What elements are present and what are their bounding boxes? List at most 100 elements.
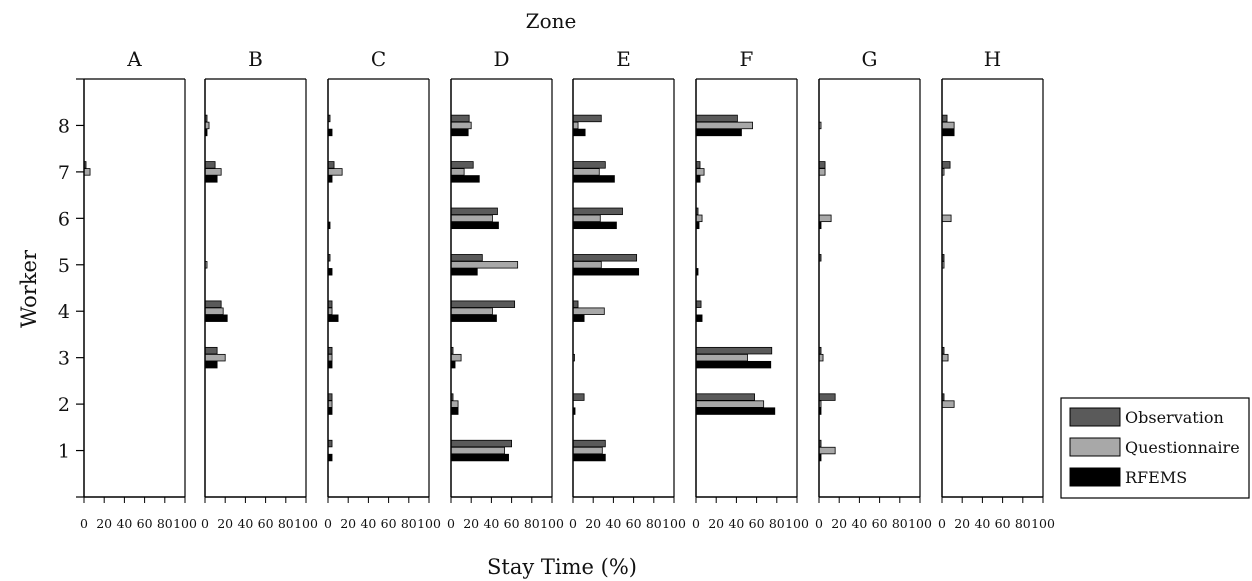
x-tick-label: 80 [892, 516, 908, 531]
x-tick-label: 20 [954, 516, 970, 531]
bar-rfems [695, 128, 742, 137]
zone-label: F [740, 47, 754, 71]
x-tick-label: 40 [728, 516, 744, 531]
bar-observation [818, 161, 826, 169]
x-tick-label: 60 [749, 516, 765, 531]
bar-questionnaire [818, 214, 832, 223]
bar-questionnaire [695, 400, 765, 408]
bar-questionnaire [204, 168, 222, 176]
x-tick-label: 20 [96, 516, 112, 531]
x-tick-label: 100 [785, 516, 809, 531]
bar-rfems [327, 314, 339, 322]
y-tick-label: 3 [58, 348, 70, 370]
x-tick-label: 60 [872, 516, 888, 531]
bar-rfems [450, 128, 469, 137]
panel-f: F 0 20 40 60 80 100 [692, 47, 809, 531]
bar-questionnaire [450, 168, 465, 176]
legend: Observation Questionnaire RFEMS [1060, 397, 1250, 499]
bar-rfems [204, 360, 218, 369]
bar-questionnaire [572, 446, 603, 455]
legend-label: Observation [1125, 408, 1224, 427]
x-tick-label: 20 [708, 516, 724, 531]
x-tick-label: 100 [417, 516, 441, 531]
legend-label: RFEMS [1125, 468, 1187, 487]
y-tick-label: 8 [58, 115, 70, 137]
y-tick-label: 4 [58, 301, 70, 323]
bar-rfems [695, 407, 776, 415]
x-tick-label: 20 [340, 516, 356, 531]
panel-b: B 0 20 40 60 80 100 [201, 47, 318, 531]
x-tick-label: 60 [258, 516, 274, 531]
x-tick-label: 60 [381, 516, 397, 531]
x-tick-label: 80 [401, 516, 417, 531]
x-tick-label: 60 [504, 516, 520, 531]
bar-rfems [572, 128, 586, 137]
bar-rfems [695, 314, 703, 322]
bar-rfems [204, 314, 228, 322]
legend-swatch [1069, 437, 1121, 457]
bar-questionnaire [695, 353, 748, 362]
bar-rfems [572, 453, 606, 462]
x-tick-label: 100 [540, 516, 564, 531]
bar-questionnaire [695, 121, 753, 130]
bar-observation [572, 207, 623, 216]
legend-label: Questionnaire [1125, 438, 1240, 457]
bar-observation [572, 393, 585, 401]
bar-rfems [572, 314, 585, 322]
bar-questionnaire [818, 446, 836, 455]
x-tick-label: 40 [605, 516, 621, 531]
bar-rfems [572, 268, 640, 276]
y-tick-label: 5 [58, 255, 70, 277]
bar-observation [941, 114, 948, 123]
bar-observation [572, 300, 579, 308]
bar-questionnaire [941, 400, 955, 408]
x-tick-label: 20 [217, 516, 233, 531]
bar-observation [204, 161, 216, 169]
zone-label: A [126, 47, 142, 71]
bar-observation [572, 114, 602, 123]
bar-questionnaire [204, 307, 224, 315]
x-tick-label: 100 [173, 516, 197, 531]
bar-questionnaire [572, 307, 605, 315]
y-tick-label: 2 [58, 394, 70, 416]
bar-rfems [450, 314, 497, 322]
bar-questionnaire [450, 400, 459, 408]
x-tick-label: 100 [662, 516, 686, 531]
bar-questionnaire [695, 168, 705, 176]
bar-questionnaire [450, 353, 462, 362]
x-tick-label: 40 [237, 516, 253, 531]
chart-title: Zone [526, 9, 577, 33]
x-tick-label: 40 [851, 516, 867, 531]
bar-questionnaire [450, 261, 519, 269]
panel-a: A 0 20 40 60 80 100 [80, 47, 197, 531]
panel-e: E 0 20 40 60 80 100 [569, 47, 686, 531]
x-tick-label: 60 [995, 516, 1011, 531]
bar-questionnaire [450, 307, 493, 315]
bar-rfems [450, 175, 480, 183]
bar-observation [695, 114, 738, 123]
bar-rfems [450, 453, 509, 462]
zone-label: H [984, 47, 1001, 71]
bar-observation [204, 300, 222, 308]
panel-h: H 0 20 40 60 80 100 [938, 47, 1055, 531]
bar-rfems [450, 221, 499, 230]
x-tick-label: 20 [463, 516, 479, 531]
x-tick-label: 20 [585, 516, 601, 531]
y-axis-label: Worker [17, 249, 41, 328]
zone-label: G [862, 47, 878, 71]
x-tick-label: 100 [908, 516, 932, 531]
bar-questionnaire [572, 121, 579, 130]
panel-c: C 0 20 40 60 80 100 [324, 47, 441, 531]
bar-observation [695, 346, 773, 355]
bar-rfems [450, 268, 478, 276]
bar-rfems [204, 175, 218, 183]
x-tick-label: 0 [938, 516, 946, 531]
bar-questionnaire [83, 168, 91, 176]
x-tick-label: 0 [692, 516, 700, 531]
bar-observation [572, 439, 606, 448]
x-tick-label: 80 [1015, 516, 1031, 531]
bar-questionnaire [695, 214, 703, 223]
y-tick-label: 7 [58, 162, 70, 184]
x-tick-label: 0 [80, 516, 88, 531]
